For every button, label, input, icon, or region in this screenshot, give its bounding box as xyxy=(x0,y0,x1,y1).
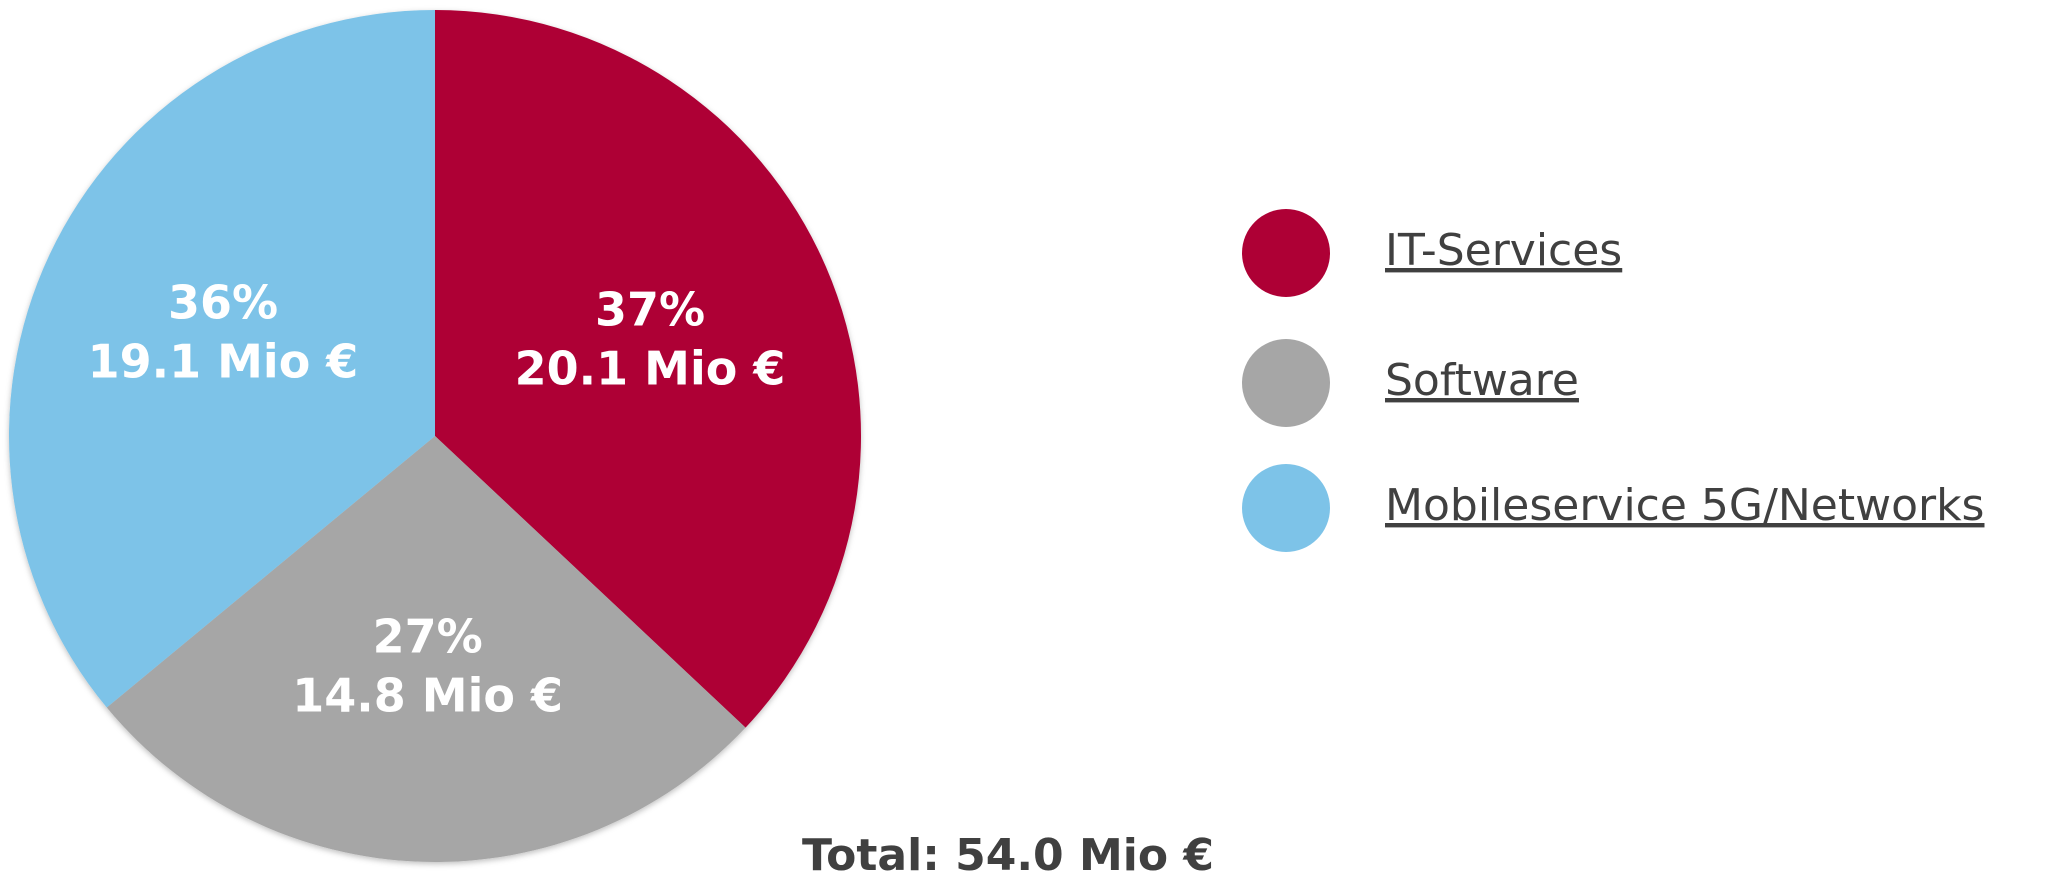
slice-percent-label: 37% xyxy=(595,282,705,336)
legend-swatch xyxy=(1242,464,1330,552)
slice-amount-label: 20.1 Mio € xyxy=(515,341,786,395)
slice-percent-label: 36% xyxy=(168,276,278,330)
pie-slice xyxy=(9,10,436,708)
legend: IT-Services Software Mobileservice 5G/Netw… xyxy=(1242,209,1984,552)
total-annotation: Total: 54.0 Mio € xyxy=(802,830,1214,881)
legend-swatch xyxy=(1242,209,1330,297)
legend-swatch xyxy=(1242,339,1330,427)
slice-percent-label: 27% xyxy=(373,610,483,664)
pie-slice xyxy=(106,436,746,863)
slice-amount-label: 19.1 Mio € xyxy=(88,335,359,389)
slice-amount-label: 14.8 Mio € xyxy=(292,669,563,723)
legend-label[interactable]: IT-Services xyxy=(1385,225,1622,276)
slice-labels: 37%20.1 Mio € 27%14.8 Mio € 36%19.1 Mio € xyxy=(88,276,786,723)
legend-label[interactable]: Software xyxy=(1385,355,1579,406)
pie xyxy=(9,10,862,863)
legend-label[interactable]: Mobileservice 5G/Networks xyxy=(1385,480,1984,531)
pie-slice xyxy=(435,10,862,728)
